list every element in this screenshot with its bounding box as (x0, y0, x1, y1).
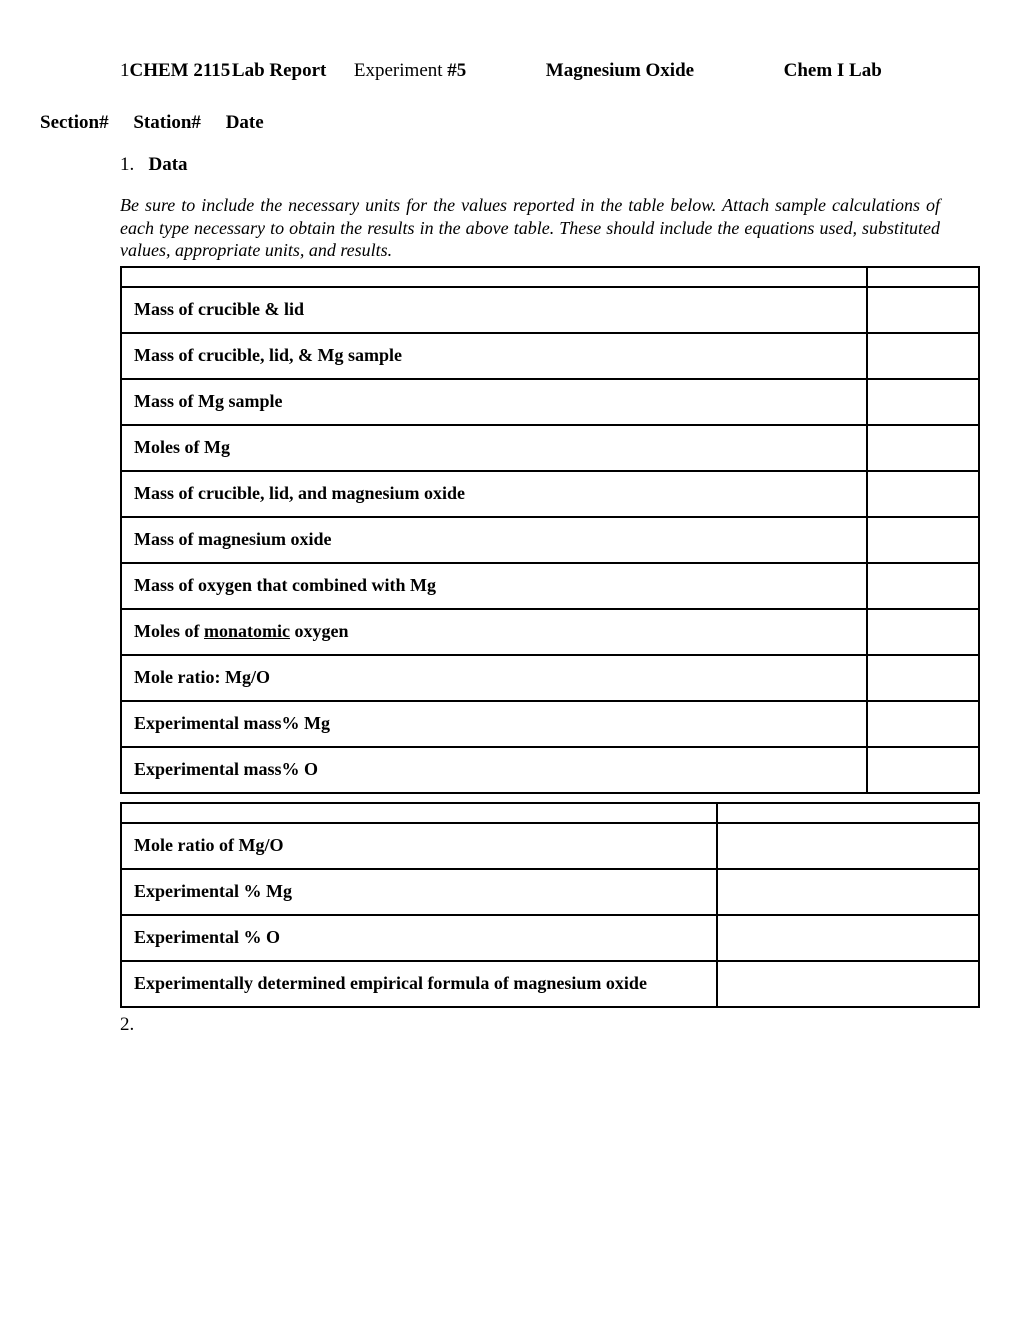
data-table-2: Mole ratio of Mg/OExperimental % MgExper… (120, 802, 980, 1008)
row-label: Mole ratio: Mg/O (121, 655, 867, 701)
table-row: Mole ratio of Mg/O (121, 823, 979, 869)
sub-header: Section# Station# Date (40, 112, 980, 134)
table-row: Experimental % O (121, 915, 979, 961)
row-label: Mass of Mg sample (121, 379, 867, 425)
table-row: Mass of Mg sample (121, 379, 979, 425)
row-value (717, 961, 979, 1007)
row-label: Experimentally determined empirical form… (121, 961, 717, 1007)
table1-header-blank-1 (121, 267, 867, 287)
station-label: Station# (133, 112, 201, 133)
row-value (867, 517, 979, 563)
table2-header-blank-2 (717, 803, 979, 823)
row-label: Experimental % Mg (121, 869, 717, 915)
table-row: Moles of monatomic oxygen (121, 609, 979, 655)
table-row: Mass of crucible, lid, and magnesium oxi… (121, 471, 979, 517)
table-row: Mass of crucible, lid, & Mg sample (121, 333, 979, 379)
row-label: Mass of magnesium oxide (121, 517, 867, 563)
course-full: Chem I Lab (784, 60, 882, 81)
row-label: Mass of oxygen that combined with Mg (121, 563, 867, 609)
row-label: Moles of Mg (121, 425, 867, 471)
row-label: Mass of crucible & lid (121, 287, 867, 333)
row-value (867, 379, 979, 425)
date-label: Date (226, 112, 264, 133)
table-row: Mass of crucible & lid (121, 287, 979, 333)
experiment-num: #5 (447, 60, 466, 81)
section-1-label: Data (149, 154, 188, 175)
row-value (717, 823, 979, 869)
row-label: Experimental mass% O (121, 747, 867, 793)
row-value (867, 425, 979, 471)
section-label: Section# (40, 112, 109, 133)
row-label: Mass of crucible, lid, & Mg sample (121, 333, 867, 379)
row-label: Experimental mass% Mg (121, 701, 867, 747)
row-value (717, 915, 979, 961)
section-1-heading: 1. Data (120, 154, 980, 176)
section-2-num: 2. (120, 1014, 134, 1035)
experiment-label: Experiment (354, 60, 443, 81)
row-value (867, 563, 979, 609)
table-row: Moles of Mg (121, 425, 979, 471)
page-num: 1 (120, 60, 130, 81)
row-value (867, 333, 979, 379)
instructions-text: Be sure to include the necessary units f… (120, 194, 940, 262)
row-value (867, 609, 979, 655)
section-2-heading: 2. (120, 1014, 980, 1036)
section-1-num: 1. (120, 154, 134, 175)
table-row: Experimental mass% O (121, 747, 979, 793)
row-label: Mass of crucible, lid, and magnesium oxi… (121, 471, 867, 517)
row-value (867, 287, 979, 333)
table-row: Experimentally determined empirical form… (121, 961, 979, 1007)
table2-header-blank-1 (121, 803, 717, 823)
row-label: Mole ratio of Mg/O (121, 823, 717, 869)
row-value (867, 701, 979, 747)
report-header: 1CHEM 2115 Lab Report Experiment #5 Magn… (120, 60, 980, 82)
table-row: Mole ratio: Mg/O (121, 655, 979, 701)
data-table-1: Mass of crucible & lidMass of crucible, … (120, 266, 980, 794)
row-value (867, 471, 979, 517)
row-label: Experimental % O (121, 915, 717, 961)
course-code: CHEM 2115 (130, 60, 231, 81)
row-value (867, 655, 979, 701)
row-label: Moles of monatomic oxygen (121, 609, 867, 655)
row-value (867, 747, 979, 793)
table-row: Mass of magnesium oxide (121, 517, 979, 563)
table-row: Mass of oxygen that combined with Mg (121, 563, 979, 609)
table-row: Experimental % Mg (121, 869, 979, 915)
experiment-title: Magnesium Oxide (546, 60, 694, 81)
row-value (717, 869, 979, 915)
table1-header-blank-2 (867, 267, 979, 287)
table-row: Experimental mass% Mg (121, 701, 979, 747)
